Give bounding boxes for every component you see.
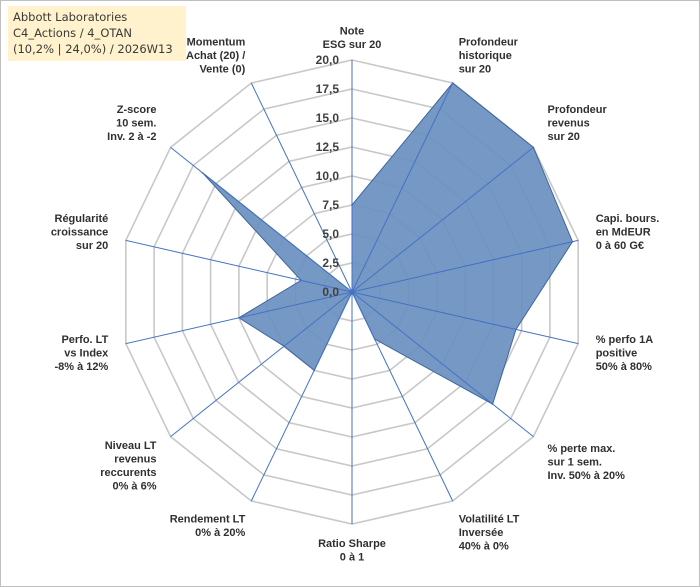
- axis-label-6-line-1: Inversée: [459, 527, 504, 539]
- axis-label-13-line-1: Achat (20) /: [186, 50, 245, 62]
- axis-label-3-line-1: en MdEUR: [596, 227, 651, 239]
- axis-label-7-line-1: 0 à 1: [340, 552, 364, 564]
- axis-spoke-1: [351, 82, 454, 293]
- tick-label-4: 10,0: [316, 169, 340, 183]
- axis-label-10-line-2: -8% à 12%: [54, 361, 108, 373]
- tick-label-2: 5,0: [322, 227, 339, 241]
- axis-label-9-line-0: Niveau LT: [105, 440, 157, 452]
- axis-label-2-line-2: sur 20: [548, 131, 580, 143]
- axis-label-7: Ratio Sharpe 0 à 1: [318, 538, 386, 564]
- axis-label-11-line-2: sur 20: [76, 240, 108, 252]
- axis-label-8-line-1: 0% à 20%: [195, 527, 245, 539]
- axis-label-12-line-0: Z-score: [117, 104, 157, 116]
- axis-label-10-line-0: Perfo. LT: [61, 334, 108, 346]
- tick-label-8: 20,0: [316, 53, 340, 67]
- axis-label-5-line-1: sur 1 sem.: [548, 456, 602, 468]
- axis-label-13: Momentum Achat (20) /Vente (0): [186, 36, 246, 75]
- axis-label-12-line-1: 10 sem.: [116, 118, 156, 130]
- axis-label-12: Z-score 10 sem.Inv. 2 à -2: [107, 104, 156, 143]
- axis-label-1-line-0: Profondeur: [459, 36, 519, 48]
- axis-label-13-line-0: Momentum: [187, 36, 246, 48]
- axis-label-2-line-1: revenus: [548, 118, 590, 130]
- tick-label-7: 17,5: [316, 82, 340, 96]
- axis-label-9-line-2: reccurents: [100, 467, 156, 479]
- tick-label-1: 2,5: [322, 256, 339, 270]
- title-line-2: C4_Actions / 4_OTAN: [13, 26, 133, 40]
- chart-title-box: Abbott Laboratories C4_Actions / 4_OTAN …: [8, 6, 186, 61]
- tick-label-6: 15,0: [316, 111, 340, 125]
- radar-tick-labels: 0,0 2,5 5,0 7,5 10,0 12,5 15,0 17,5 20,0: [316, 53, 340, 299]
- tick-label-3: 7,5: [322, 198, 339, 212]
- axis-label-12-line-2: Inv. 2 à -2: [107, 131, 156, 143]
- axis-label-11-line-1: croissance: [51, 227, 108, 239]
- axis-label-4-line-0: % perfo 1A: [596, 334, 654, 346]
- axis-spoke-8: [250, 291, 353, 502]
- title-line-3: (10,2% | 24,0%) / 2026W13: [13, 42, 173, 56]
- axis-label-1-line-1: historique: [459, 50, 512, 62]
- axis-label-6-line-0: Volatilité LT: [459, 514, 520, 526]
- axis-label-0-line-1: ESG sur 20: [323, 39, 382, 51]
- axis-label-8: Rendement LT0% à 20%: [170, 514, 246, 540]
- axis-label-5: % perte max.sur 1 sem. Inv. 50% à 20%: [548, 443, 626, 482]
- axis-label-0-line-0: Note: [340, 26, 364, 38]
- axis-label-8-line-0: Rendement LT: [170, 514, 246, 526]
- axis-label-7-line-0: Ratio Sharpe: [318, 538, 386, 550]
- tick-label-0: 0,0: [322, 285, 339, 299]
- axis-label-6-line-2: 40% à 0%: [459, 541, 509, 553]
- axis-spoke-10: [125, 291, 353, 345]
- axis-spoke-12: [170, 147, 353, 293]
- axis-label-1-line-2: sur 20: [459, 63, 491, 75]
- axis-spoke-5: [351, 291, 534, 437]
- axis-spoke-13: [250, 82, 353, 293]
- axis-label-5-line-0: % perte max.: [548, 443, 616, 455]
- title-line-1: Abbott Laboratories: [13, 10, 128, 24]
- axis-spoke-3: [351, 239, 579, 293]
- axis-spoke-2: [351, 147, 534, 293]
- radar-axes: [125, 60, 579, 524]
- axis-label-3-line-0: Capi. bours.: [596, 213, 660, 225]
- axis-label-10-line-1: vs Index: [64, 347, 109, 359]
- tick-label-5: 12,5: [316, 140, 340, 154]
- axis-label-9-line-1: revenus: [114, 454, 156, 466]
- axis-label-4-line-1: positive: [596, 347, 638, 359]
- axis-label-11-line-0: Régularité: [55, 213, 109, 225]
- axis-label-5-line-2: Inv. 50% à 20%: [548, 470, 626, 482]
- axis-label-4-line-2: 50% à 80%: [596, 361, 652, 373]
- axis-spoke-4: [351, 291, 579, 345]
- axis-label-9-line-3: 0% à 6%: [112, 481, 156, 493]
- axis-spoke-9: [170, 291, 353, 437]
- axis-label-3-line-2: 0 à 60 G€: [596, 240, 644, 252]
- axis-spoke-6: [351, 291, 454, 502]
- axis-label-13-line-2: Vente (0): [199, 63, 245, 75]
- axis-spoke-11: [125, 239, 353, 293]
- axis-label-2-line-0: Profondeur: [548, 104, 608, 116]
